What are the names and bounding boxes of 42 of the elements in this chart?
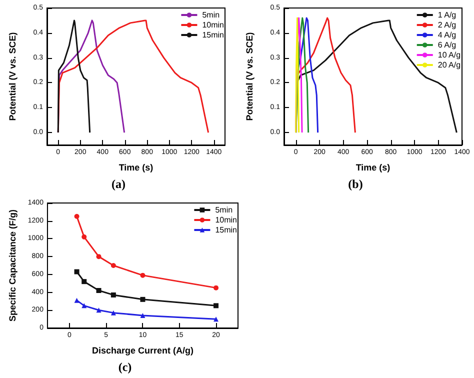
point (82, 279, 87, 284)
line-series (295, 17, 310, 134)
legend-label: 10min (202, 20, 224, 30)
y-axis-title: Potential (V vs. SCE) (244, 32, 254, 121)
line-series (295, 17, 300, 134)
y-axis-title: Potential (V vs. SCE) (8, 32, 18, 121)
point (82, 234, 87, 240)
point (96, 308, 102, 313)
legend-label: 10 A/g (438, 50, 461, 60)
point (214, 285, 219, 290)
line-series (57, 20, 91, 134)
legend-label: 5min (215, 206, 233, 214)
point (74, 298, 80, 303)
legend-label: 2 A/g (438, 20, 456, 30)
legend-label: 20 A/g (438, 60, 461, 70)
legend-label: 10min (215, 216, 238, 224)
point (82, 303, 87, 308)
legend-label: 1 A/g (438, 10, 456, 20)
legend-label: 5min (202, 10, 220, 20)
point (140, 272, 146, 278)
legend-label: 15min (215, 226, 238, 234)
point (74, 269, 80, 274)
legend-label: 4 A/g (438, 30, 456, 40)
y-axis-title: Specific Capacitance (F/g) (8, 209, 18, 322)
point (140, 313, 146, 318)
point (96, 288, 102, 293)
x-axis-title: Time (s) (118, 162, 154, 172)
text: (c) (118, 360, 132, 374)
point (74, 214, 80, 219)
text: (b) (348, 177, 363, 191)
point (110, 292, 116, 298)
x-axis-title: Time (s) (356, 162, 390, 172)
point (140, 296, 146, 302)
point (214, 303, 219, 308)
point (214, 316, 219, 322)
legend-label: 6 A/g (438, 40, 456, 50)
point (96, 254, 102, 260)
point (110, 263, 116, 268)
text: (a) (112, 177, 126, 191)
point (110, 310, 116, 316)
legend-label: 15min (202, 30, 224, 40)
x-axis-title: Discharge Current (A/g) (92, 346, 194, 356)
